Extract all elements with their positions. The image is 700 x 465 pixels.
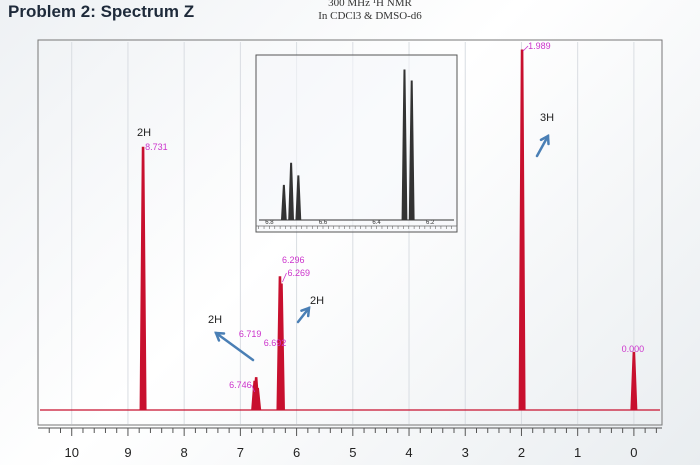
integration-label: 3H <box>540 112 554 124</box>
tick-label: 7 <box>237 445 244 460</box>
solvent-label: In CDCl3 & DMSO-d6 <box>318 10 422 22</box>
integration-label: 2H <box>310 295 324 307</box>
peak <box>139 146 147 411</box>
inset-tick-label: 6.2 <box>426 220 435 226</box>
tick-label: 5 <box>349 445 356 460</box>
integration-label: 2H <box>208 314 222 326</box>
label-leader <box>522 45 529 52</box>
peak <box>254 387 262 411</box>
peak-label: 6.746 <box>229 380 252 390</box>
inset-peak <box>401 69 408 221</box>
inset-peak <box>408 80 415 221</box>
peak-label: 6.719 <box>239 329 262 339</box>
integration-label: 2H <box>137 127 151 139</box>
tick-label: 10 <box>64 445 78 460</box>
trace-layer <box>40 49 660 411</box>
tick-label: 0 <box>630 445 637 460</box>
tick-label: 3 <box>462 445 469 460</box>
inset-tick-label: 6.6 <box>319 220 328 226</box>
annotation-arrow <box>535 134 550 158</box>
peak <box>277 283 285 411</box>
label-leader <box>251 384 256 393</box>
arrow-head <box>300 306 311 318</box>
peak-label: 6.296 <box>282 255 305 265</box>
inset-peak <box>280 184 287 221</box>
inset-peak <box>288 162 295 221</box>
peak-label: 6.269 <box>287 268 310 278</box>
inset-frame <box>255 54 458 233</box>
tick-label: 1 <box>574 445 581 460</box>
plot-frame <box>37 39 663 426</box>
arrow-head <box>539 133 550 146</box>
inset: 6.8 6.6 6.4 6.2 <box>255 54 458 233</box>
instrument-label: 300 MHz ¹H NMR <box>328 0 412 9</box>
tick-label: 6 <box>293 445 300 460</box>
annotation-arrow <box>214 331 255 362</box>
tick-label: 9 <box>124 445 131 460</box>
peak-label: 8.731 <box>145 142 168 152</box>
annotation-arrow <box>296 306 311 324</box>
arrow-head <box>214 331 226 342</box>
inset-peak <box>295 175 302 221</box>
peak-label: 6.692 <box>264 338 287 348</box>
page-title: Problem 2: Spectrum Z <box>8 2 195 21</box>
tick-label: 8 <box>181 445 188 460</box>
tick-label: 4 <box>405 445 412 460</box>
peak-label: 0.000 <box>622 344 645 354</box>
peak-label: 1.989 <box>528 41 551 51</box>
inset-tick-label: 6.4 <box>372 220 381 226</box>
inset-tick-label: 6.8 <box>265 220 274 226</box>
peak <box>518 49 526 411</box>
spectrum-heading: 300 MHz ¹H NMR In CDCl3 & DMSO-d6 <box>300 0 440 23</box>
tick-label: 2 <box>518 445 525 460</box>
label-leader <box>282 272 287 283</box>
peak <box>630 351 638 411</box>
x-axis: 10 9 8 7 6 5 4 3 2 1 0 <box>38 427 662 460</box>
